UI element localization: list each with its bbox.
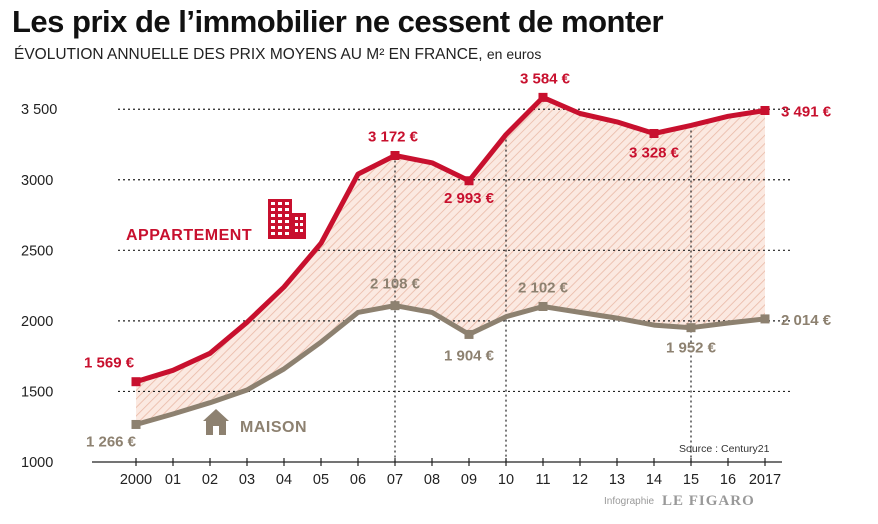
data-label: 1 952 €	[666, 340, 717, 357]
building-window	[295, 223, 298, 226]
data-label: 2 102 €	[518, 279, 569, 296]
building-window	[285, 208, 289, 211]
building-window	[271, 220, 275, 223]
building-window	[285, 214, 289, 217]
data-point	[131, 419, 141, 429]
y-tick-label: 2500	[21, 243, 53, 259]
data-label: 1 904 €	[444, 347, 495, 364]
data-point	[649, 128, 659, 138]
building-window	[278, 202, 282, 205]
building-window	[285, 220, 289, 223]
x-tick-label: 12	[572, 472, 588, 488]
x-tick-label: 13	[609, 472, 625, 488]
series-line-maison	[133, 303, 768, 427]
house-door	[213, 426, 219, 435]
y-tick-label: 2000	[21, 314, 53, 330]
x-tick-label: 01	[165, 472, 181, 488]
building-window	[285, 226, 289, 229]
y-tick-label: 3 500	[21, 102, 57, 118]
x-tick-label: 04	[276, 472, 292, 488]
data-point	[390, 301, 400, 311]
building-window	[278, 232, 282, 235]
data-point	[760, 314, 770, 324]
x-tick-label: 02	[202, 472, 218, 488]
building-wing	[292, 213, 306, 239]
data-label: 1 569 €	[84, 355, 135, 372]
data-point	[464, 329, 474, 339]
data-label: 1 266 €	[86, 433, 137, 450]
x-tick-label: 09	[461, 472, 477, 488]
series-name-maison: MAISON	[240, 419, 307, 436]
series-name-appartement: APPARTEMENT	[126, 227, 252, 244]
building-window	[278, 226, 282, 229]
building-window	[300, 223, 303, 226]
x-tick-label: 16	[720, 472, 736, 488]
x-tick-label: 07	[387, 472, 403, 488]
data-label: 3 491 €	[781, 103, 832, 120]
building-window	[295, 217, 298, 220]
x-tick-label: 11	[535, 472, 550, 488]
data-point	[131, 377, 141, 387]
brand-logo: LE FIGARO	[662, 493, 755, 509]
y-tick-label: 1500	[21, 384, 53, 400]
source-note: Source : Century21	[679, 443, 770, 455]
building-window	[271, 226, 275, 229]
area-between-series	[136, 97, 765, 425]
data-label: 2 014 €	[781, 312, 832, 329]
data-label: 3 172 €	[368, 129, 419, 146]
chart-title: Les prix de l’immobilier ne cessent de m…	[12, 4, 664, 39]
data-label: 2 993 €	[444, 190, 495, 207]
x-tick-label: 2017	[749, 472, 781, 488]
data-label: 3 328 €	[629, 144, 680, 161]
x-tick-label: 2000	[120, 472, 152, 488]
x-tick-label: 06	[350, 472, 366, 488]
building-icon	[268, 199, 306, 239]
x-tick-label: 10	[498, 472, 514, 488]
building-window	[295, 229, 298, 232]
building-window	[285, 232, 289, 235]
house-roof	[203, 409, 229, 421]
y-tick-label: 1000	[21, 455, 53, 471]
data-point	[390, 151, 400, 161]
building-window	[278, 214, 282, 217]
x-tick-label: 15	[683, 472, 699, 488]
chart-subtitle: ÉVOLUTION ANNUELLE DES PRIX MOYENS AU M²…	[14, 46, 541, 64]
data-point	[464, 176, 474, 186]
building-window	[271, 214, 275, 217]
building-window	[271, 232, 275, 235]
data-point	[538, 92, 548, 102]
series-line-appartement	[133, 94, 768, 385]
building-window	[278, 208, 282, 211]
building-window	[278, 220, 282, 223]
building-window	[271, 202, 275, 205]
data-point	[686, 323, 696, 333]
subtitle-unit: en euros	[486, 46, 542, 62]
building-window	[300, 217, 303, 220]
credit-note: Infographie	[604, 496, 654, 507]
x-tick-label: 05	[313, 472, 329, 488]
data-point	[538, 301, 548, 311]
building-window	[300, 229, 303, 232]
data-label: 2 108 €	[370, 276, 421, 293]
house-icon	[203, 409, 229, 435]
subtitle-text: ÉVOLUTION ANNUELLE DES PRIX MOYENS AU M²…	[14, 46, 483, 63]
building-window	[271, 208, 275, 211]
x-tick-label: 14	[646, 472, 662, 488]
y-tick-label: 3000	[21, 173, 53, 189]
x-tick-label: 08	[424, 472, 440, 488]
data-label: 3 584 €	[520, 70, 571, 87]
x-tick-label: 03	[239, 472, 255, 488]
building-window	[285, 202, 289, 205]
data-point	[760, 105, 770, 115]
